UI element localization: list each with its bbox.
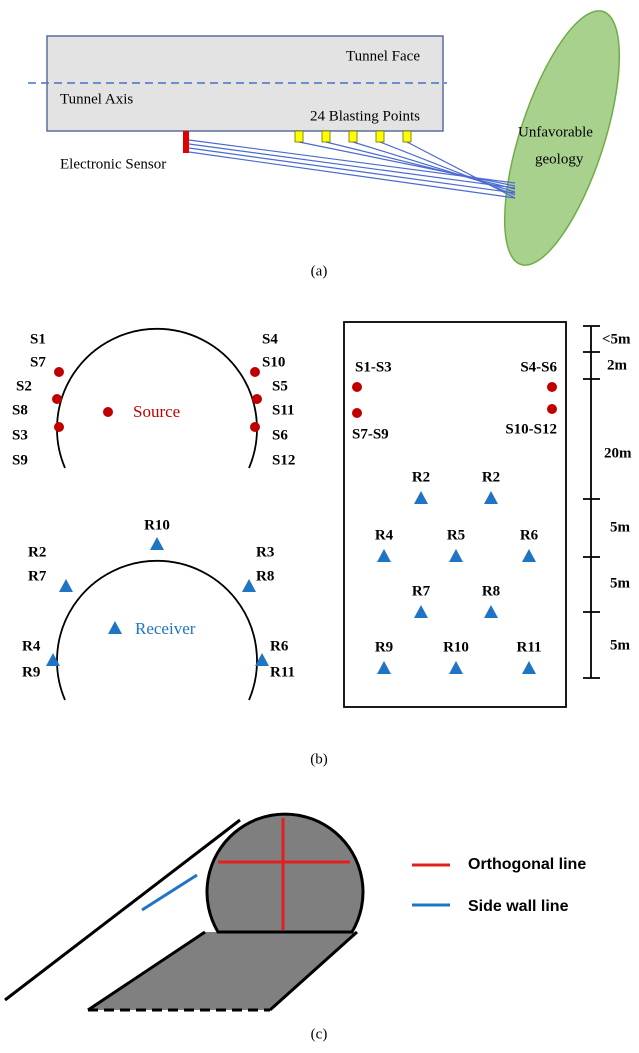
- label: R3: [256, 544, 274, 560]
- receiver-triangle: [377, 661, 391, 674]
- label: R9: [375, 639, 393, 655]
- label: Electronic Sensor: [60, 156, 166, 172]
- label: S7: [30, 354, 46, 370]
- label: S6: [272, 427, 288, 443]
- label: R8: [482, 583, 500, 599]
- label: R11: [516, 639, 541, 655]
- caption: (c): [311, 1026, 328, 1042]
- caption: (b): [310, 751, 328, 767]
- tunnel-face: [207, 814, 363, 932]
- label: R2: [412, 469, 430, 485]
- label: S1: [30, 331, 46, 347]
- label: 5m: [610, 637, 631, 653]
- receiver-triangle: [484, 605, 498, 618]
- receiver-triangle: [449, 549, 463, 562]
- label: R2: [28, 544, 46, 560]
- source-left-labels: S1 S7 S2 S8 S3 S9: [12, 331, 46, 468]
- legend-label: Side wall line: [468, 898, 569, 915]
- label: R8: [256, 568, 274, 584]
- floor: [88, 932, 357, 1010]
- label: Tunnel Face: [346, 48, 420, 64]
- label: R6: [520, 527, 539, 543]
- blasting-points: [295, 131, 411, 142]
- label: R7: [412, 583, 431, 599]
- panel-a: Tunnel Face Tunnel Axis 24 Blasting Poin…: [28, 0, 639, 279]
- label: R9: [22, 664, 40, 680]
- label: S2: [16, 378, 32, 394]
- label: 2m: [607, 357, 628, 373]
- label: S5: [272, 378, 288, 394]
- label: S10: [262, 354, 285, 370]
- receiver-triangle: [377, 549, 391, 562]
- label: 5m: [610, 519, 631, 535]
- label: R6: [270, 638, 289, 654]
- label: S10-S12: [505, 421, 557, 437]
- label: 5m: [610, 575, 631, 591]
- label: S4: [262, 331, 278, 347]
- figure: Tunnel Face Tunnel Axis 24 Blasting Poin…: [0, 0, 639, 1053]
- receiver-triangle: [522, 549, 536, 562]
- label: R2: [482, 469, 500, 485]
- label: S7-S9: [352, 426, 389, 442]
- caption: (a): [311, 263, 328, 279]
- scale-bar: [583, 326, 600, 678]
- sensor: [183, 131, 189, 153]
- label: Tunnel Axis: [60, 91, 133, 107]
- label: Unfavorable: [518, 124, 593, 140]
- label: <5m: [602, 331, 631, 347]
- receiver-triangle: [522, 661, 536, 674]
- label: R4: [375, 527, 394, 543]
- source-arc: [57, 329, 257, 468]
- ray-lines: [189, 140, 515, 198]
- legend-label: Orthogonal line: [468, 856, 586, 873]
- label: S12: [272, 452, 295, 468]
- plan-receivers: R2 R2 R4 R5 R6 R7 R8 R9 R10 R11: [375, 469, 542, 674]
- side-wall-line: [142, 875, 197, 910]
- label: geology: [535, 151, 584, 167]
- panel-b: S1 S7 S2 S8 S3 S9 S4 S10 S5 S11 S6 S12 S…: [12, 322, 632, 767]
- label: R11: [270, 664, 295, 680]
- label: 24 Blasting Points: [310, 108, 420, 124]
- label: R5: [447, 527, 465, 543]
- label: R10: [144, 517, 170, 533]
- panel-c: Orthogonal line Side wall line (c): [5, 814, 586, 1042]
- receiver-legend: Receiver: [135, 619, 196, 638]
- receiver-triangle: [484, 491, 498, 504]
- label: R4: [22, 638, 41, 654]
- receiver-triangle: [414, 605, 428, 618]
- label: R7: [28, 568, 47, 584]
- source-dots: [52, 367, 262, 432]
- source-legend: Source: [133, 402, 180, 421]
- label: S3: [12, 427, 28, 443]
- label: S9: [12, 452, 28, 468]
- label: 20m: [604, 445, 632, 461]
- receiver-triangle: [414, 491, 428, 504]
- label: R10: [443, 639, 469, 655]
- label: S1-S3: [355, 359, 392, 375]
- scale-labels: <5m 2m 20m 5m 5m 5m: [602, 331, 632, 653]
- label: S11: [272, 402, 295, 418]
- source-right-labels: S4 S10 S5 S11 S6 S12: [262, 331, 295, 468]
- plan-sources: [352, 382, 557, 418]
- plan-source-labels: S1-S3 S7-S9 S4-S6 S10-S12: [352, 359, 557, 442]
- receiver-triangle: [449, 661, 463, 674]
- label: S4-S6: [520, 359, 557, 375]
- label: S8: [12, 402, 28, 418]
- receiver-triangles: [46, 537, 269, 666]
